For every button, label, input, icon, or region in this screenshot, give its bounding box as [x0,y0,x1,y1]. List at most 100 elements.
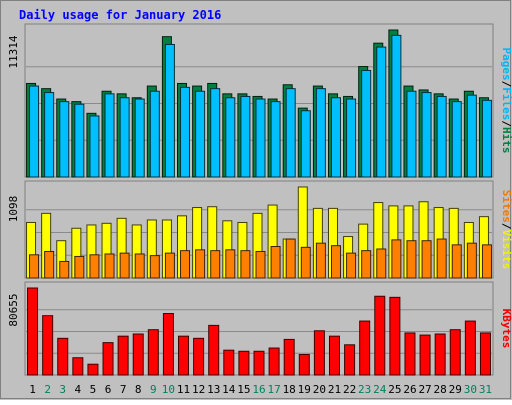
bar-files-day-18 [285,88,296,178]
bar-files-day-2 [44,92,55,178]
bar-files-day-29 [451,101,462,178]
bar-kbytes-day-15 [238,350,250,376]
bar-files-day-11 [180,86,191,178]
day-label-31: 31 [479,383,492,396]
bar-sites-day-22 [346,252,357,279]
bar-sites-day-28 [436,238,447,279]
bar-files-day-14 [225,97,236,178]
legend-hits: Hits [500,127,512,154]
bar-kbytes-day-14 [223,349,235,376]
bar-kbytes-day-28 [434,333,446,376]
bar-sites-day-7 [119,252,130,279]
day-label-23: 23 [358,383,371,396]
bar-kbytes-day-3 [57,337,69,376]
bar-files-day-30 [466,94,477,178]
bar-files-day-12 [195,90,206,178]
max-value-label: 80655 [7,293,20,326]
bar-files-day-26 [406,90,417,178]
max-value-label: 1098 [7,196,20,223]
bar-files-day-5 [89,115,100,178]
bar-files-day-4 [74,103,85,178]
right-legend-hits-files-pages: Pages/Files/Hits [500,48,512,154]
day-label-28: 28 [434,383,447,396]
bar-files-day-7 [119,97,130,178]
bar-kbytes-day-19 [298,354,310,376]
bar-kbytes-day-21 [328,335,340,376]
bar-files-day-15 [240,95,251,178]
day-label-5: 5 [90,383,97,396]
panel-visits-sites: 1098 Sites/Visits [7,180,512,279]
bar-files-day-24 [376,46,387,178]
bar-kbytes-day-24 [374,295,386,376]
bar-kbytes-day-2 [42,315,54,376]
panel-hits-files-pages: 11314 Pages/Files/Hits [7,23,512,178]
bar-files-day-23 [361,69,372,178]
chart-title: Daily usage for January 2016 [19,8,221,22]
bar-files-day-22 [346,98,357,178]
bar-files-day-10 [164,43,175,178]
bar-sites-day-12 [195,249,206,279]
bar-sites-day-24 [376,248,387,279]
bar-files-day-17 [270,101,281,178]
day-label-29: 29 [449,383,462,396]
legend-separator: / [500,120,512,127]
bar-kbytes-day-31 [479,332,491,376]
day-label-16: 16 [252,383,265,396]
bar-files-day-25 [391,34,402,178]
day-label-12: 12 [192,383,205,396]
bar-sites-day-31 [481,244,492,279]
bar-kbytes-day-20 [313,330,325,376]
right-legend-visits-sites: Sites/Visits [500,190,512,270]
bar-files-day-6 [104,93,115,178]
day-label-20: 20 [313,383,326,396]
day-label-1: 1 [29,383,36,396]
right-legend-text: KBytes [500,309,512,349]
legend-separator: / [500,81,512,88]
bar-kbytes-day-27 [419,334,431,376]
right-legend-text: Pages/Files/Hits [500,48,512,154]
bar-kbytes-day-4 [72,357,84,376]
bar-sites-day-18 [285,238,296,279]
bar-kbytes-day-25 [389,296,401,376]
right-legend-kbytes: KBytes [500,309,512,349]
bar-sites-day-16 [255,250,266,279]
bar-kbytes-day-13 [208,324,220,376]
bar-sites-day-6 [104,253,115,279]
day-label-4: 4 [75,383,82,396]
bar-kbytes-day-16 [253,350,265,376]
day-label-6: 6 [105,383,112,396]
bar-sites-day-4 [74,255,85,279]
bar-sites-day-27 [421,240,432,279]
bar-files-day-3 [59,101,70,178]
legend-files: Files [500,87,512,120]
bar-sites-day-23 [361,250,372,279]
bar-files-day-21 [330,97,341,178]
bar-kbytes-day-29 [449,329,461,376]
legend-sites: Sites [500,190,512,223]
bar-sites-day-21 [330,245,341,279]
day-label-22: 22 [343,383,356,396]
panel-kbytes: 80655 KBytes [7,281,512,376]
bar-kbytes-day-12 [193,337,205,376]
bar-sites-day-9 [149,255,160,279]
day-label-8: 8 [135,383,142,396]
bar-files-day-8 [134,98,145,178]
max-value-label: 11314 [7,35,20,68]
bar-files-day-28 [436,95,447,178]
day-label-3: 3 [59,383,66,396]
bar-files-day-13 [210,88,221,178]
day-label-11: 11 [177,383,190,396]
bar-kbytes-day-10 [162,313,174,376]
day-label-10: 10 [162,383,175,396]
bar-kbytes-day-7 [117,335,129,376]
bar-sites-day-19 [300,246,311,279]
day-label-9: 9 [150,383,157,396]
day-label-17: 17 [267,383,280,396]
bar-sites-day-11 [180,250,191,279]
bar-sites-day-17 [270,246,281,279]
day-label-25: 25 [388,383,401,396]
bar-kbytes-day-23 [359,320,371,376]
bar-sites-day-2 [44,250,55,279]
